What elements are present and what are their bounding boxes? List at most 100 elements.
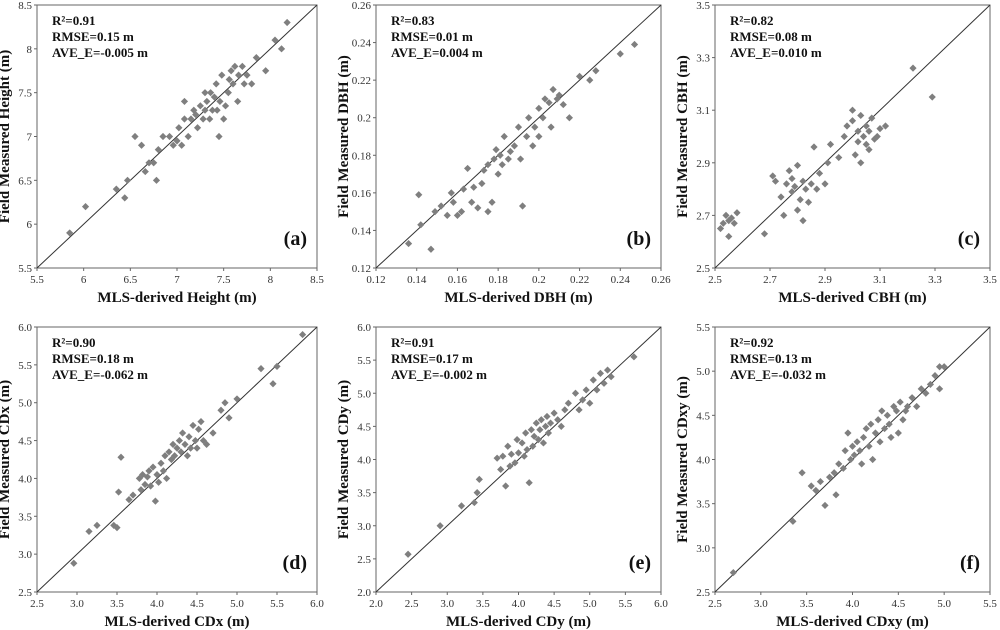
y-axis-label: Field Measured CDx (m) (0, 380, 13, 539)
y-tick-label: 7 (27, 132, 33, 144)
x-tick-label: 3.1 (873, 274, 887, 286)
data-point (607, 373, 615, 381)
data-point (840, 132, 848, 141)
data-point (209, 429, 217, 437)
data-point (547, 123, 555, 131)
panel-a: 5.5 6 6.5 7 7.5 8 8.5 5.5 6 6.5 7 7.5 8 8.5 R²=0.91RMS… (0, 0, 324, 306)
data-point (561, 406, 569, 414)
stat-line: R²=0.92 (730, 335, 773, 350)
x-tick-label: 5.0 (583, 598, 597, 610)
y-tick-label: 0.22 (352, 75, 371, 87)
data-point (885, 420, 893, 428)
data-point (537, 416, 545, 424)
data-point (216, 97, 224, 106)
data-point (729, 568, 737, 577)
data-point (530, 432, 538, 440)
stat-line: RMSE=0.18 m (52, 351, 134, 366)
data-point (169, 141, 177, 149)
data-point (502, 482, 510, 490)
x-tick-label: 2.5 (708, 598, 722, 610)
x-tick-label: 6.5 (123, 274, 137, 286)
data-point (725, 232, 733, 241)
data-point (173, 137, 181, 145)
data-point (928, 93, 936, 101)
data-point (215, 132, 223, 141)
data-point (536, 426, 544, 434)
data-point (722, 211, 730, 219)
data-point (208, 106, 217, 114)
stat-line: RMSE=0.13 m (730, 351, 812, 366)
data-point (497, 465, 505, 474)
data-point (799, 217, 807, 225)
data-point (123, 176, 132, 184)
data-point (470, 498, 478, 507)
data-point (525, 114, 533, 122)
y-tick-label: 5.0 (18, 398, 32, 410)
data-point (848, 117, 857, 125)
y-tick-label: 8.5 (18, 0, 32, 12)
data-point (527, 426, 535, 434)
data-point (865, 127, 873, 135)
data-point (810, 143, 818, 151)
data-point (161, 452, 169, 460)
data-point (544, 429, 553, 437)
data-point (171, 452, 179, 460)
data-point (555, 91, 563, 99)
data-point (881, 122, 890, 130)
data-point (520, 452, 528, 460)
data-point (876, 125, 884, 133)
data-point (518, 439, 526, 447)
data-point (213, 106, 221, 114)
data-point (824, 159, 832, 167)
panel-e: 2.0 2.5 3.0 3.5 4.0 4.5 5.0 5.5 6.0 2.0 2.5 3.0 3.5 4… (336, 322, 668, 630)
data-point (112, 185, 120, 193)
data-point (240, 80, 248, 88)
y-tick-label: 2.5 (696, 587, 710, 599)
x-tick-label: 3.3 (928, 274, 942, 286)
stat-line: RMSE=0.01 m (391, 29, 473, 44)
y-tick-label: 0.14 (352, 225, 372, 237)
data-point (447, 189, 455, 197)
data-point (727, 214, 736, 222)
data-point (484, 161, 492, 169)
y-tick-label: 3.3 (696, 53, 710, 65)
data-point (529, 442, 537, 450)
data-point (596, 369, 605, 377)
data-point (532, 419, 540, 427)
data-point (564, 399, 572, 407)
data-point (858, 460, 866, 468)
data-point (210, 93, 218, 101)
x-tick-label: 3.5 (110, 598, 124, 610)
data-point (892, 407, 901, 415)
x-tick-label: 4.5 (190, 598, 204, 610)
y-tick-label: 6.0 (357, 322, 371, 334)
data-point (110, 521, 118, 529)
x-axis-label: MLS-derived DBH (m) (444, 290, 592, 306)
data-point (85, 527, 93, 536)
data-point (771, 177, 780, 185)
x-tick-label: 7.5 (217, 274, 231, 286)
data-point (565, 114, 573, 122)
y-tick-label: 4.0 (18, 473, 32, 485)
data-point (113, 524, 121, 532)
y-tick-label: 4.5 (357, 421, 371, 433)
plot-frame (714, 4, 991, 269)
data-point (150, 159, 158, 167)
panel-label: (c) (958, 228, 980, 250)
data-point (843, 122, 851, 130)
data-point (449, 198, 457, 206)
data-point (603, 366, 612, 374)
data-point (593, 386, 601, 394)
data-point (129, 491, 137, 499)
y-tick-label: 3.5 (696, 0, 710, 12)
data-point (859, 433, 868, 442)
data-point (541, 422, 550, 430)
data-point (224, 89, 232, 97)
y-axis-label: Field Measured DBH (m) (336, 55, 352, 218)
data-point (195, 425, 203, 433)
stat-line: AVE_E=-0.005 m (52, 45, 148, 60)
x-tick-label: 2.7 (763, 274, 777, 286)
data-point (201, 89, 209, 97)
data-point (865, 146, 873, 154)
